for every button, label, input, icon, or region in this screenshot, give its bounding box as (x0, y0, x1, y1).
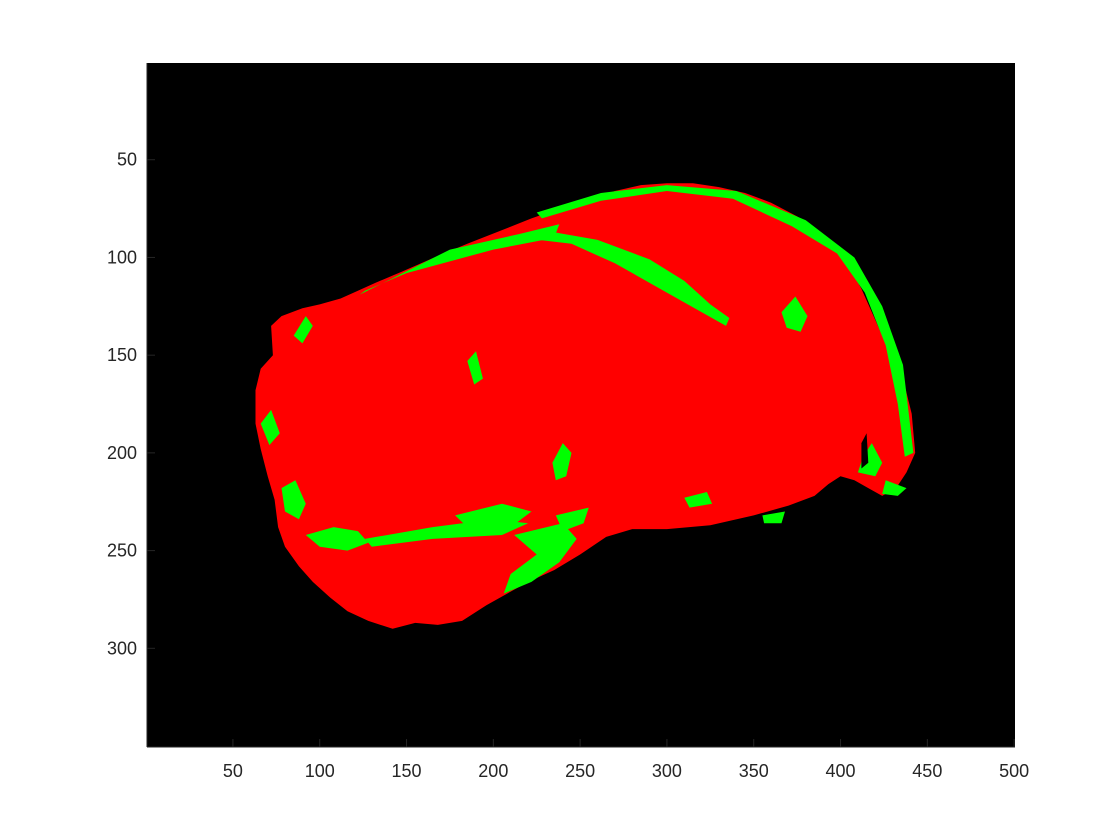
fat-region (305, 527, 369, 551)
fat-region (503, 523, 577, 594)
fat-region (538, 230, 730, 326)
y-tick-label: 300 (107, 638, 137, 658)
axes-lines (146, 63, 1015, 748)
fat-region (555, 507, 589, 532)
fat-region (781, 296, 808, 332)
image-layer (255, 183, 916, 629)
fat-region (260, 409, 280, 446)
x-tick-label: 350 (739, 761, 769, 781)
x-tick-label: 400 (826, 761, 856, 781)
fat-region (552, 443, 572, 481)
x-tick-label: 100 (305, 761, 335, 781)
x-tick-label: 300 (652, 761, 682, 781)
y-tick-label: 200 (107, 443, 137, 463)
y-tick-label: 50 (117, 150, 137, 170)
y-tick-label: 100 (107, 247, 137, 267)
fat-region (281, 480, 306, 520)
fat-region (684, 492, 713, 508)
fat-region (762, 511, 785, 524)
x-tick-label: 150 (392, 761, 422, 781)
x-tick-label: 50 (223, 761, 243, 781)
fat-region (455, 503, 532, 528)
fat-region (857, 443, 883, 477)
fat-region (467, 351, 483, 385)
fat-region (882, 480, 907, 496)
lean-region (255, 183, 916, 629)
y-tick-label: 150 (107, 345, 137, 365)
x-tick-label: 200 (478, 761, 508, 781)
fat-region (359, 224, 560, 295)
x-axis-ticks: 50 100 150 200 250 300 350 400 450 500 (223, 739, 1029, 781)
x-tick-label: 500 (999, 761, 1029, 781)
x-tick-label: 450 (912, 761, 942, 781)
fat-region (293, 316, 313, 344)
x-tick-label: 250 (565, 761, 595, 781)
y-tick-label: 250 (107, 541, 137, 561)
background-hole (861, 433, 869, 469)
y-axis-ticks: 50 100 150 200 250 300 (107, 150, 155, 658)
